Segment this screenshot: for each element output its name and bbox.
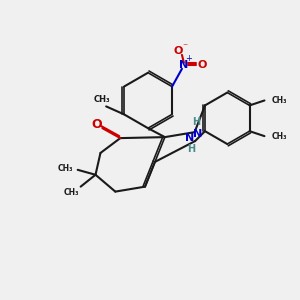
Text: CH₃: CH₃ — [58, 164, 74, 173]
Text: CH₃: CH₃ — [272, 96, 287, 105]
Text: N: N — [193, 129, 202, 139]
Text: N: N — [179, 60, 189, 70]
Text: +: + — [185, 54, 192, 63]
Text: CH₃: CH₃ — [94, 95, 110, 104]
Text: N: N — [185, 133, 195, 143]
Text: CH₃: CH₃ — [272, 132, 287, 141]
Text: O: O — [91, 118, 102, 131]
Text: O: O — [173, 46, 183, 56]
Text: H: H — [187, 144, 195, 154]
Text: CH₃: CH₃ — [64, 188, 80, 197]
Text: O: O — [197, 60, 206, 70]
Text: ⁻: ⁻ — [182, 42, 188, 52]
Text: H: H — [193, 117, 201, 127]
